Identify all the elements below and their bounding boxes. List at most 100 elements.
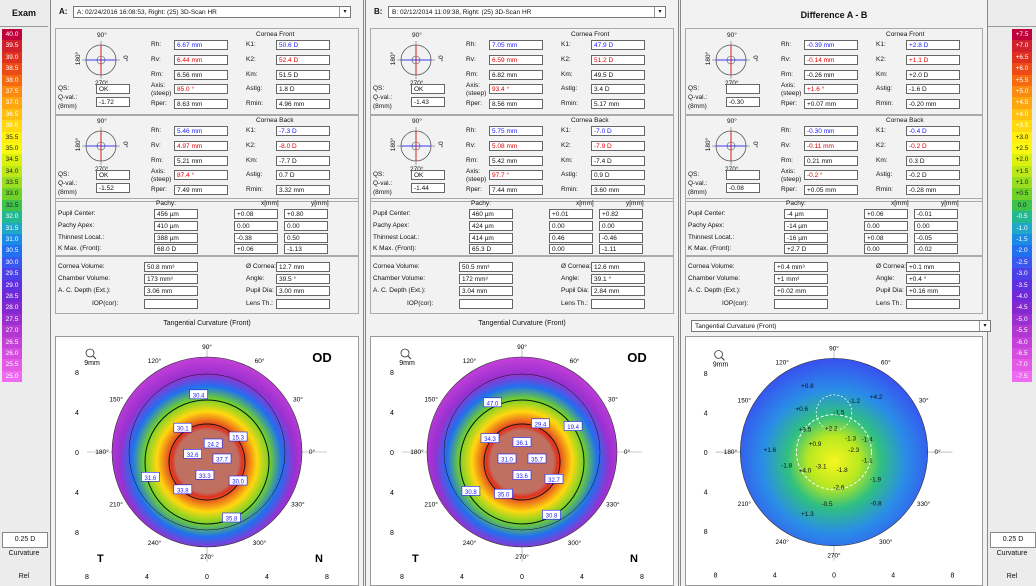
label-km: Km: [876, 157, 888, 164]
x-tick: 4 [460, 574, 464, 581]
angle-label: 240° [463, 539, 477, 547]
label-qval-sub: (8mm) [688, 189, 707, 196]
value-rper: +0.05 mm [804, 185, 858, 195]
scale-value: 32.0 [2, 211, 22, 223]
value-pupil-0: 460 µm [469, 209, 513, 219]
scale-value: -5.0 [1012, 313, 1032, 326]
scale-step-field[interactable]: 0.25 D [2, 532, 48, 548]
label-qval-sub: (8mm) [373, 189, 392, 196]
value-rv: 5.08 mm [489, 141, 543, 151]
x-header: x[mm] [261, 200, 279, 207]
value-rmin: -0.28 mm [906, 185, 960, 195]
label-k2: K2: [561, 142, 571, 149]
map-value: 15.3 [232, 436, 244, 442]
label-pupil_dia: Pupil Dia: [246, 287, 274, 294]
compass-left-label: 180° [705, 137, 713, 152]
map-value: 33.8 [177, 488, 189, 494]
label-km: Km: [246, 71, 258, 78]
map-value: +3.5 [799, 427, 812, 434]
label-rm: Rm: [151, 157, 163, 164]
value-rh: -0.30 mm [804, 126, 858, 136]
label-rm: Rm: [151, 71, 163, 78]
y-tick: 4 [75, 490, 79, 497]
volume-section: Cornea Volume: 50.8 mm³ Chamber Volume: 173… [55, 256, 359, 314]
value-thin-1: 0.46 [549, 233, 593, 243]
scale-type-label[interactable]: Curvature [996, 550, 1028, 557]
angle-label: 210° [424, 501, 438, 509]
scale-type-label[interactable]: Curvature [8, 550, 40, 557]
label-rh: Rh: [781, 127, 792, 134]
scale-value: 35.0 [2, 142, 22, 155]
map-value: -1.9 [870, 476, 881, 483]
compass-right-label: 0° [436, 55, 444, 62]
scale-value: 39.0 [2, 51, 22, 64]
value-astig: 0.9 D [591, 170, 645, 180]
label-rv: Rv: [151, 142, 161, 149]
value-k1: -7.3 D [276, 126, 330, 136]
angle-label: 60° [570, 357, 580, 365]
value-cv: 50.8 mm³ [144, 262, 198, 272]
label-k2: K2: [561, 56, 571, 63]
curvature-map[interactable]: 8 4 0 4 8 8 4 0 4 8 90° 60° 30° 0° 330° 300° 270° 240° 210… [685, 336, 983, 586]
scale-value: +7.0 [1012, 40, 1032, 52]
panel-header: A: A: 02/24/2016 16:08:53, Right: (25) 3D… [51, 4, 363, 20]
axis-compass [706, 121, 756, 171]
angle-label: 180° [410, 448, 424, 456]
value-rv: -0.14 mm [804, 55, 858, 65]
value-rper: 8.56 mm [489, 99, 543, 109]
label-qs: QS: [58, 171, 70, 178]
label-k1: K1: [876, 127, 886, 134]
nasal-label: N [315, 553, 323, 565]
chevron-down-icon[interactable]: ▾ [339, 7, 350, 17]
angle-label: 270° [827, 552, 841, 560]
label-qs: QS: [373, 85, 385, 92]
curvature-map[interactable]: 8 4 0 4 8 8 4 0 4 8 90° 60° 30° 0° 330° 300° 270° 240° 210… [370, 336, 674, 586]
label-lens: Lens Th.: [561, 300, 588, 307]
scale-value: -6.5 [1012, 347, 1032, 360]
map-value: 47.0 [487, 401, 499, 407]
angle-label: 330° [291, 501, 305, 509]
label-rper: Rper: [466, 100, 482, 107]
scale-value: 40.0 [2, 29, 22, 41]
chevron-down-icon[interactable]: ▾ [979, 321, 990, 331]
value-kmax-1: 0.00 [864, 244, 908, 254]
scale-unit-label[interactable]: Rel [18, 573, 30, 580]
value-km: -7.7 D [276, 156, 330, 166]
map-svg: 8 4 0 4 8 8 4 0 4 8 90° 60° 30° 0° 330° 300° 270° 240° 210… [704, 344, 955, 579]
scale-value: +1.5 [1012, 165, 1032, 178]
value-angle: +0.4 ° [906, 274, 960, 284]
scale-unit-label[interactable]: Rel [1006, 573, 1018, 580]
value-kmax-2: -1.11 [599, 244, 643, 254]
value-lens [276, 299, 330, 309]
exam-select[interactable]: B: 02/12/2014 11:09:38, Right: (25) 3D-S… [388, 6, 666, 18]
value-pupil-1: +0.08 [234, 209, 278, 219]
label-axis-sub: (steep) [781, 90, 802, 97]
label-cornea: Ø Cornea: [876, 263, 906, 270]
scale-step-field[interactable]: 0.25 D [990, 532, 1036, 548]
value-qval: -1.43 [411, 97, 445, 107]
curvature-map[interactable]: 8 4 0 4 8 8 4 0 4 8 90° 60° 30° 0° 330° 300° 270° 240° 210… [55, 336, 359, 586]
y-tick: 0 [704, 450, 708, 457]
exam-select[interactable]: A: 02/24/2016 16:08:53, Right: (25) 3D-S… [73, 6, 351, 18]
label-thin: Thinnest Locat.: [373, 234, 420, 241]
value-cv: +0.4 mm³ [774, 262, 828, 272]
value-rm: 6.56 mm [174, 70, 228, 80]
value-acd: 3.06 mm [144, 286, 198, 296]
pachy-header: Pachy: [471, 200, 491, 207]
value-km: -7.4 D [591, 156, 645, 166]
value-iop [459, 299, 513, 309]
chevron-down-icon[interactable]: ▾ [654, 7, 665, 17]
scale-value: 36.5 [2, 108, 22, 121]
volume-section: Cornea Volume: 50.5 mm³ Chamber Volume: 172… [370, 256, 674, 314]
map-value: 32.7 [548, 478, 560, 484]
label-rm: Rm: [781, 157, 793, 164]
scale-value: +4.5 [1012, 97, 1032, 109]
map-type-select[interactable]: Tangential Curvature (Front) ▾ [691, 320, 991, 332]
angle-label: 300° [879, 538, 893, 546]
right-color-scale: +7.5 +7.0 +6.5 +6.0 +5.5 +5.0 +4.5 +4.0 +3.5 +3.0… [988, 0, 1036, 586]
scale-value: +5.0 [1012, 85, 1032, 98]
angle-label: 150° [738, 396, 752, 404]
scale-value: +6.5 [1012, 51, 1032, 64]
label-rmin: Rmin: [876, 100, 893, 107]
value-astig: -1.6 D [906, 84, 960, 94]
